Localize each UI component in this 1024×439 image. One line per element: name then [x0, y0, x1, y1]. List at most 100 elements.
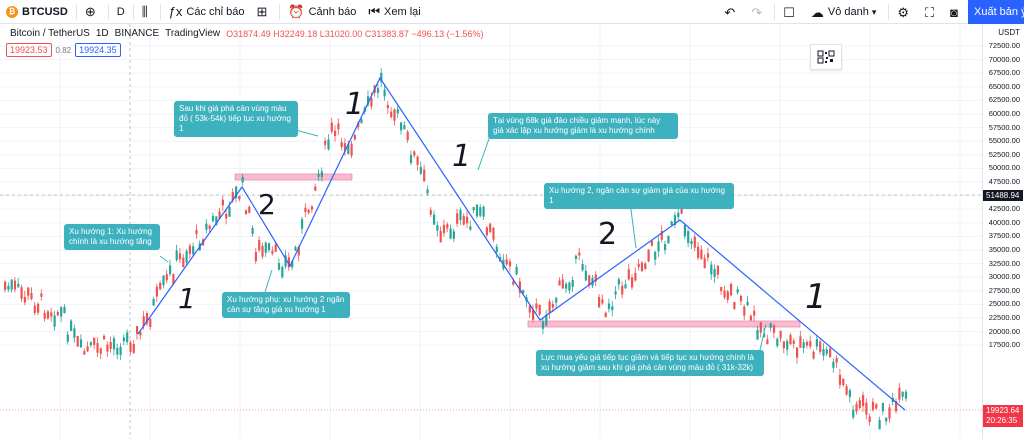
annotation-note[interactable]: Xu hướng 1: Xu hướng chính là xu hướng t…	[64, 224, 160, 250]
symbol-label: BTCUSD	[22, 5, 68, 18]
sell-price-button[interactable]: 19923.53	[6, 43, 52, 57]
price-chart[interactable]: 1 2 1 1 2 1	[0, 24, 982, 439]
candle-body	[56, 311, 59, 316]
legend-title[interactable]: Bitcoin / TetherUS	[10, 28, 90, 39]
currency-label[interactable]: USDT	[998, 28, 1020, 37]
candle-body	[736, 289, 739, 293]
save-layout-button[interactable]: ☁ Vô danh ▾	[805, 0, 887, 24]
interval-button[interactable]: D	[111, 0, 131, 24]
candle-body	[169, 265, 172, 275]
candle-body	[103, 335, 106, 340]
crosshair-price-tag: 51488.94	[983, 190, 1023, 201]
candle-body	[320, 171, 323, 178]
candle-body	[254, 252, 257, 262]
candle-body	[297, 246, 300, 256]
candle-body	[789, 334, 792, 345]
candle-body	[835, 358, 838, 363]
bid-ask-boxes: 19923.53 0.82 19924.35	[6, 43, 121, 57]
undo-button[interactable]: ↶	[718, 0, 745, 24]
candle-body	[555, 297, 558, 303]
candle-body	[393, 109, 396, 121]
annotation-note[interactable]: Xu hướng 2, ngăn cản sự giảm giá của xu …	[544, 183, 734, 209]
layout-select-button[interactable]: ☐	[777, 0, 805, 24]
candle-body	[442, 224, 446, 234]
buy-price-button[interactable]: 19924.35	[75, 43, 121, 57]
annotation-note[interactable]: Xu hướng phụ: xu hướng 2 ngăn cản sự tăn…	[222, 292, 350, 318]
candle-body	[528, 305, 531, 313]
annotation-note[interactable]: Lực mua yếu giá tiếp tục giảm và tiếp tụ…	[536, 350, 764, 376]
redo-button[interactable]: ↷	[745, 0, 772, 24]
candle-body	[466, 216, 469, 224]
candle-body	[482, 206, 485, 217]
publish-button[interactable]: Xuất bản ý tư	[968, 0, 1024, 24]
chart-grid	[0, 24, 982, 439]
candle-body	[868, 416, 871, 423]
candle-body	[670, 221, 673, 225]
compare-button[interactable]: ⊕	[79, 0, 106, 24]
replay-button[interactable]: ⏮ Xem lại	[362, 0, 426, 24]
settings-button[interactable]: ⚙	[891, 0, 919, 24]
candle-body	[30, 292, 33, 300]
candle-body	[182, 257, 185, 268]
templates-button[interactable]: ⊞	[251, 0, 278, 24]
price-axis[interactable]: USDT 72500.00 70000.00 67500.00 65000.00 625…	[982, 24, 1024, 439]
publish-label: Xuất bản ý tư	[974, 6, 1024, 18]
indicators-button[interactable]: ƒx Các chỉ báo	[163, 0, 251, 24]
candle-body	[185, 251, 188, 263]
axis-tick-label: 55000.00	[988, 136, 1020, 146]
candle-body	[142, 316, 145, 327]
candle-body	[205, 223, 208, 230]
candle-body	[601, 299, 604, 304]
candle-body	[244, 210, 248, 215]
candle-body	[70, 320, 73, 331]
candle-body	[149, 318, 152, 327]
candle-body	[429, 210, 432, 215]
candle-body	[548, 301, 551, 314]
candle-body	[822, 349, 825, 356]
legend-close: C31383.87	[364, 28, 409, 39]
snapshot-button[interactable]: ◙	[944, 0, 968, 24]
symbol-search[interactable]: ₿ BTCUSD	[0, 0, 74, 24]
candle-body	[532, 309, 535, 320]
annotation-note[interactable]: Tại vùng 68k giá đảo chiều giảm mạnh, lú…	[488, 113, 678, 139]
candle-body	[324, 140, 327, 145]
qr-widget[interactable]	[810, 44, 842, 70]
candle-body	[396, 109, 399, 114]
candle-body	[901, 391, 904, 397]
axis-tick-label: 27500.00	[988, 285, 1020, 295]
alert-button[interactable]: ⏰ Cảnh báo	[282, 0, 362, 24]
candle-body	[436, 225, 439, 231]
legend-source: TradingView	[165, 28, 221, 39]
candle-body	[631, 277, 634, 288]
candle-body	[730, 283, 733, 296]
candle-body	[561, 279, 564, 289]
candle-body	[621, 285, 624, 295]
candle-body	[838, 374, 842, 385]
candle-body	[617, 279, 620, 285]
candle-body	[304, 207, 307, 212]
chart-type-button[interactable]: ⫼	[136, 0, 158, 24]
axis-tick-label: 35000.00	[988, 245, 1020, 254]
candle-body	[842, 378, 845, 386]
candle-body	[802, 342, 805, 348]
indicators-label: Các chỉ báo	[186, 5, 245, 18]
top-toolbar: ₿ BTCUSD ⊕ D ⫼ ƒx Các chỉ báo ⊞ ⏰ Cảnh b…	[0, 0, 1024, 24]
fullscreen-button[interactable]: ⛶	[919, 0, 944, 24]
candle-body	[815, 339, 818, 347]
toolbar-right: ↶ ↷ ☐ ☁ Vô danh ▾ ⚙ ⛶ ◙ Xuất bản ý tư	[718, 0, 1024, 24]
undo-icon: ↶	[724, 4, 736, 20]
candle-body	[433, 214, 436, 225]
candle-body	[878, 419, 881, 430]
annotation-note[interactable]: Sau khi giá phá cản vùng màu đỏ ( 53k-54…	[174, 101, 298, 137]
axis-tick-label: 42500.00	[988, 204, 1020, 214]
candle-body	[159, 282, 162, 290]
candle-body	[337, 123, 340, 130]
note-pointer	[159, 255, 169, 263]
candle-body	[825, 349, 828, 354]
candle-body	[584, 270, 587, 281]
candle-body	[409, 155, 413, 164]
candle-body	[700, 249, 703, 260]
candle-body	[644, 263, 647, 269]
candle-body	[673, 215, 677, 226]
resistance-zone-53k	[234, 173, 353, 181]
